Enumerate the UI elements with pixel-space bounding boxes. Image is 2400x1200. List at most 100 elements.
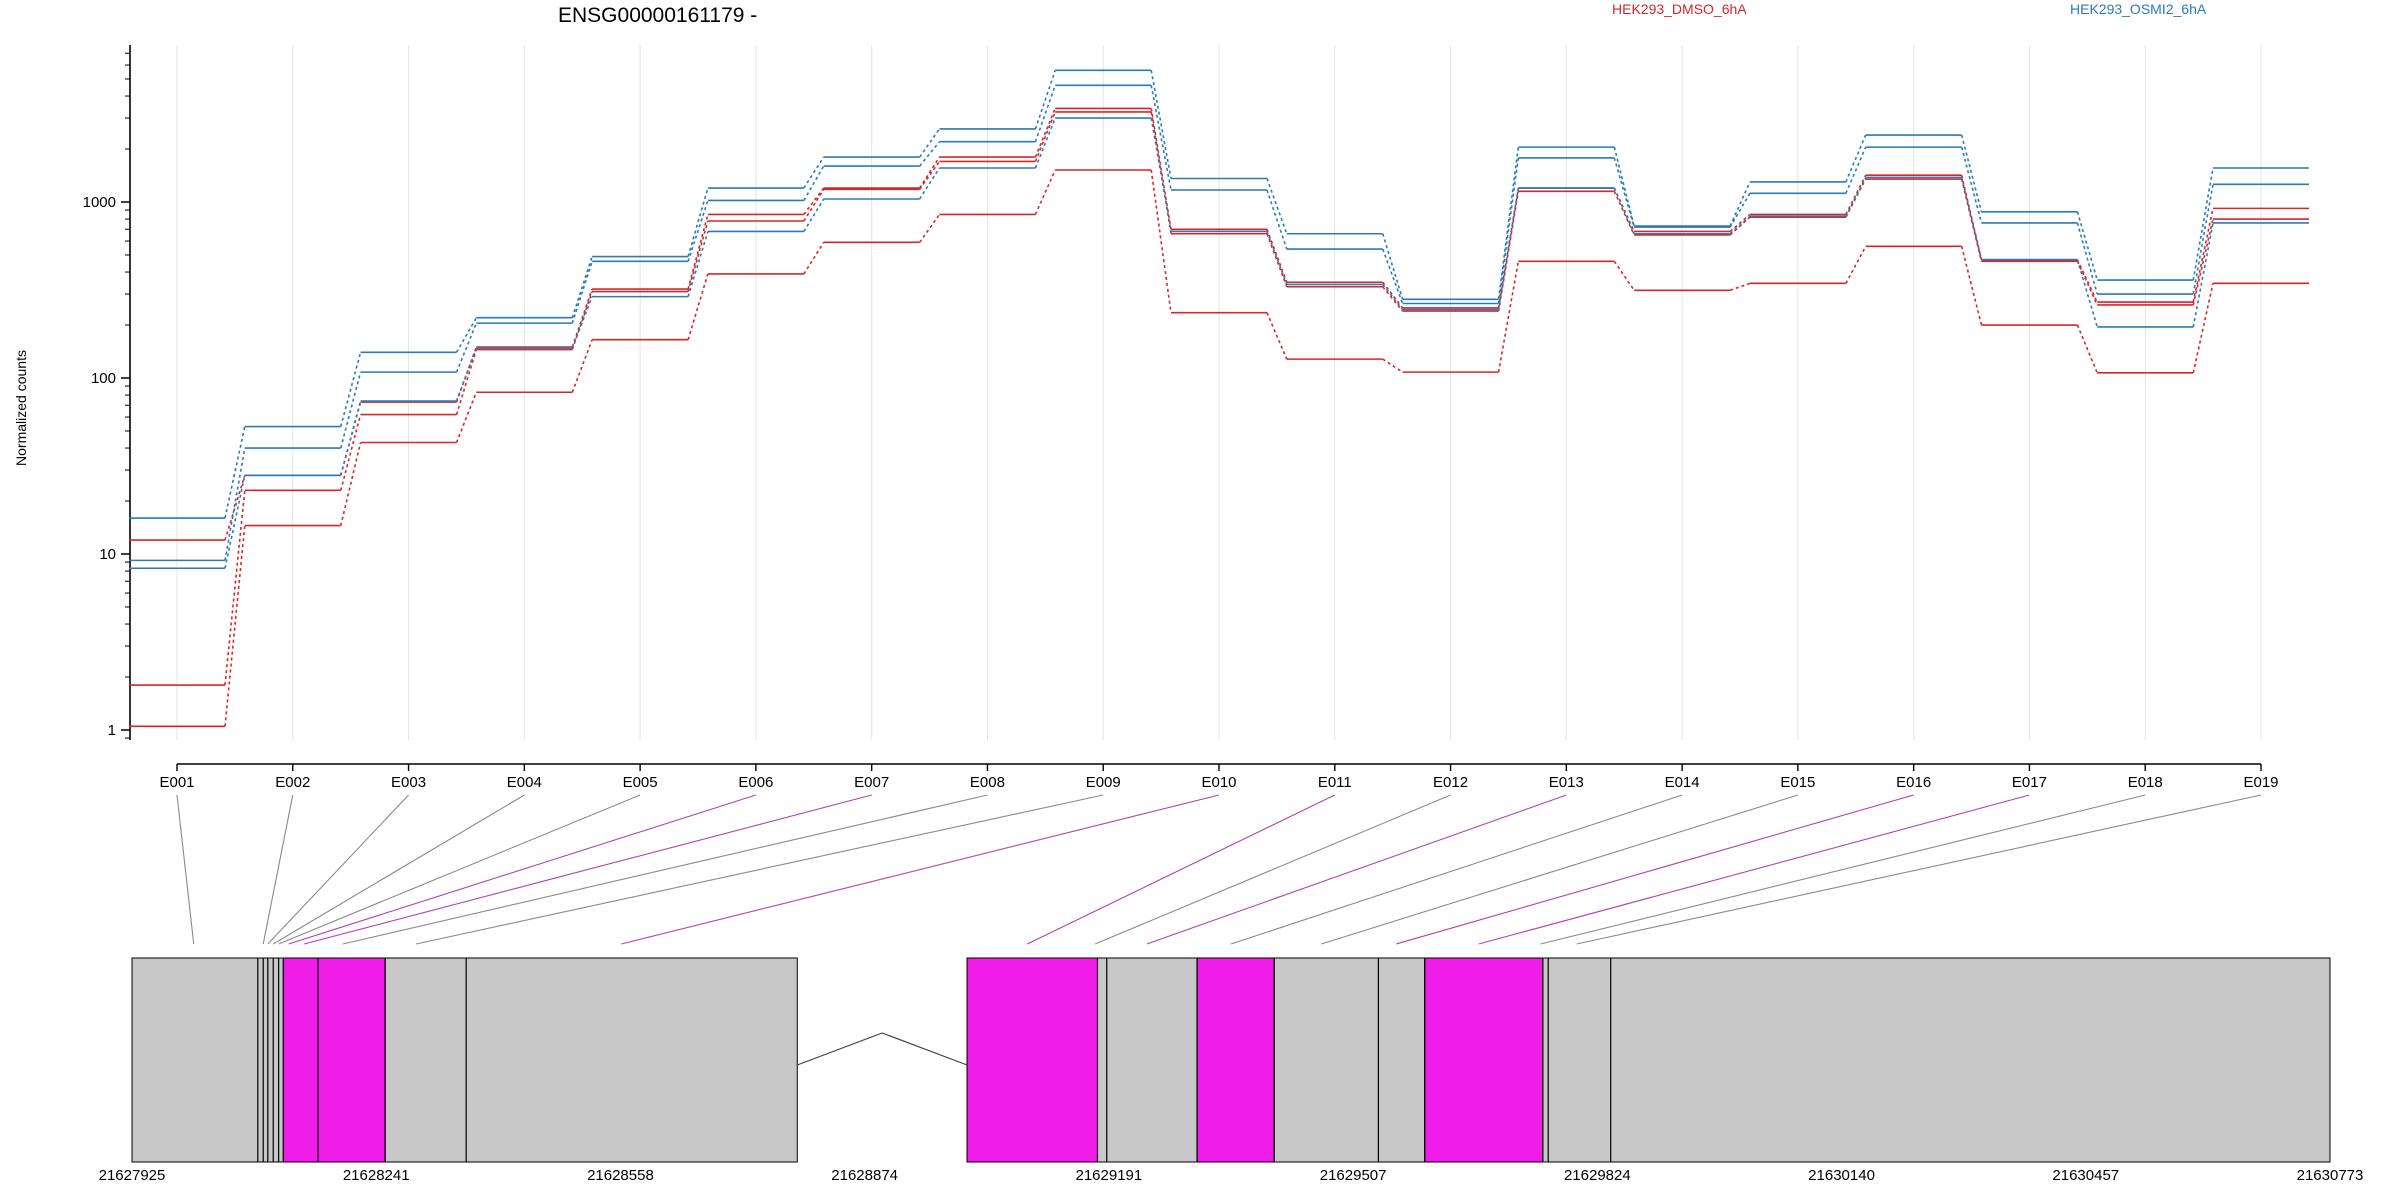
connector-e001 [224, 475, 246, 541]
series-4 [129, 69, 2309, 519]
connector-e006 [803, 156, 825, 189]
connector-e016 [1960, 246, 1983, 326]
connector-e013 [1613, 260, 1635, 291]
connector-e009 [1150, 70, 1172, 179]
connector-e007 [918, 167, 941, 200]
x-tick-label-e010: E010 [1201, 774, 1236, 791]
x-tick-label-e012: E012 [1433, 774, 1468, 791]
connector-e017 [2076, 211, 2098, 281]
connector-e002 [340, 414, 362, 491]
exon-link-e015 [1321, 794, 1799, 945]
genomic-coordinate-label: 21630773 [2297, 1167, 2364, 1184]
x-tick-label-e001: E001 [159, 774, 194, 791]
x-tick-label-e008: E008 [970, 774, 1005, 791]
connector-e012 [1497, 191, 1520, 312]
exon-block-7 [1424, 957, 1544, 1163]
connector-e007 [918, 156, 941, 189]
y-tick-label: 1 [108, 722, 116, 739]
connector-e005 [687, 214, 709, 290]
x-tick-label-e002: E002 [275, 774, 310, 791]
exon-link-e001 [176, 794, 195, 945]
connector-e005 [687, 200, 709, 262]
x-axis: E001 E002 E003 E004 E005 E006 E007 E008 E009 E010… [159, 763, 2279, 791]
connector-e017 [2076, 261, 2098, 306]
connector-e018 [2192, 167, 2214, 281]
connector-e011 [1382, 358, 1403, 373]
x-tick-label-e013: E013 [1549, 774, 1584, 791]
connector-e001 [224, 426, 246, 519]
connector-e009 [1150, 117, 1172, 232]
connector-e012 [1497, 157, 1520, 304]
series-5 [129, 84, 2309, 562]
connector-e010 [1266, 189, 1288, 250]
exon-link-e003 [267, 794, 409, 945]
exon-link-e012 [1094, 794, 1451, 945]
connector-e014 [1729, 192, 1751, 228]
connector-e014 [1729, 213, 1751, 233]
exon-link-e006 [288, 794, 757, 945]
x-tick-label-e015: E015 [1780, 774, 1815, 791]
exon-link-e004 [272, 794, 525, 945]
series-6 [129, 117, 2309, 570]
connector-e011 [1382, 233, 1404, 300]
connector-e012 [1497, 261, 1520, 373]
exon-link-e016 [1396, 794, 1914, 945]
genomic-coordinate-label: 21627925 [99, 1167, 166, 1184]
series-lines [129, 69, 2309, 728]
connector-e001 [224, 475, 246, 569]
y-tick-label: 1000 [83, 194, 116, 211]
exon-link-e008 [342, 794, 988, 945]
exon-block-5 [966, 957, 1098, 1163]
x-tick-label-e011: E011 [1318, 774, 1352, 791]
intron-connector [797, 1032, 968, 1066]
connector-e013 [1613, 187, 1635, 235]
connector-e013 [1613, 157, 1635, 228]
exon-block-6 [1196, 957, 1275, 1163]
connector-e015 [1845, 134, 1867, 183]
connector-e005 [687, 231, 709, 297]
x-tick-label-e004: E004 [507, 774, 542, 791]
genomic-coordinate-label: 21628558 [587, 1167, 654, 1184]
connector-e016 [1960, 175, 1983, 260]
connector-e001 [224, 490, 246, 686]
gene-model: 21627925 21628241 21628558 21628874 21629191… [99, 957, 2364, 1184]
genomic-coordinate-label: 21629824 [1564, 1167, 1631, 1184]
connector-e015 [1845, 245, 1867, 284]
connector-e005 [687, 220, 709, 292]
connector-e014 [1729, 181, 1751, 227]
connector-e007 [919, 213, 941, 243]
connector-e001 [224, 447, 246, 561]
connector-e007 [919, 128, 941, 158]
connector-e004 [571, 291, 593, 350]
exon-link-e002 [262, 794, 294, 945]
connector-e008 [1034, 111, 1056, 162]
genomic-coordinate-label: 21628874 [831, 1167, 898, 1184]
connector-e002 [340, 352, 362, 427]
connector-e014 [1729, 282, 1751, 292]
connector-e016 [1960, 146, 1983, 224]
x-tick-label-e019: E019 [2243, 774, 2278, 791]
x-tick-label-e009: E009 [1086, 774, 1121, 791]
connector-e013 [1613, 190, 1635, 236]
y-axis-label: Normalized counts [13, 350, 29, 466]
legend-entry-osmi2: HEK293_OSMI2_6hA [2070, 1, 2207, 17]
connector-e008 [1034, 169, 1056, 215]
exon-link-e009 [415, 794, 1104, 945]
connector-e004 [571, 288, 593, 348]
connector-e008 [1034, 108, 1056, 158]
connector-e008 [1034, 85, 1056, 142]
connector-e014 [1729, 215, 1751, 235]
exon-link-e018 [1540, 794, 2146, 945]
exon-link-e011 [1027, 794, 1336, 945]
exon-block-1 [131, 957, 798, 1163]
connector-e011 [1382, 283, 1404, 311]
connector-e006 [803, 198, 825, 232]
connector-e001 [224, 525, 246, 727]
y-tick-label: 10 [99, 546, 116, 563]
connector-e010 [1266, 178, 1288, 235]
connector-e017 [2076, 324, 2098, 374]
x-tick-label-e006: E006 [738, 774, 773, 791]
exon-link-e010 [621, 794, 1220, 945]
connector-e017 [2076, 222, 2098, 295]
exon-link-e017 [1478, 794, 2030, 945]
